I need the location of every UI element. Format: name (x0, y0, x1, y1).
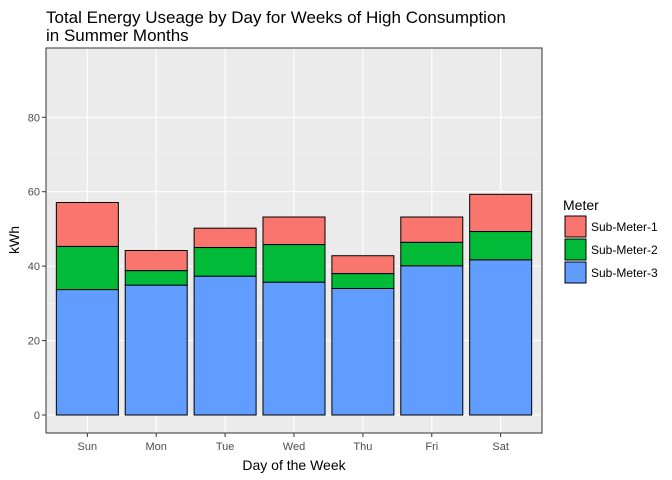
bar-wed-sub-meter-3 (262, 281, 326, 416)
y-axis: 0 20 40 60 80 (28, 112, 46, 422)
y-axis-title: kWh (6, 226, 22, 254)
bar-tue-sub-meter-1 (193, 227, 257, 249)
bar-sun-sub-meter-2 (55, 245, 119, 291)
bar-fri-sub-meter-3 (400, 265, 464, 416)
x-tick-label: Thu (353, 441, 372, 453)
x-tick-label: Sat (492, 441, 509, 453)
bar-wed-sub-meter-1 (262, 216, 326, 246)
bars (55, 193, 533, 416)
bar-sat-sub-meter-2 (469, 231, 533, 261)
bar-sat-sub-meter-3 (469, 259, 533, 416)
legend-label: Sub-Meter-2 (591, 243, 658, 257)
plot-border (45, 47, 543, 434)
bar-wed-sub-meter-2 (262, 244, 326, 283)
legend-label: Sub-Meter-1 (591, 220, 658, 234)
bar-thu-sub-meter-3 (331, 287, 395, 416)
y-tick-label: 40 (28, 261, 40, 273)
bar-thu-sub-meter-1 (331, 255, 395, 275)
legend: Meter Sub-Meter-1 Sub-Meter-2 Sub-Meter-3 (563, 197, 658, 284)
legend-key-sub-meter-2 (564, 238, 587, 261)
bar-mon-sub-meter-1 (124, 250, 188, 272)
chart-title-line-2: in Summer Months (46, 26, 189, 45)
x-tick-label: Fri (425, 441, 438, 453)
x-tick-label: Mon (146, 441, 167, 453)
bar-tue-sub-meter-3 (193, 275, 257, 416)
y-tick-label: 60 (28, 187, 40, 199)
bar-sun-sub-meter-1 (55, 201, 119, 247)
legend-key-sub-meter-3 (564, 261, 587, 284)
legend-label: Sub-Meter-3 (591, 266, 658, 280)
x-tick-label: Tue (216, 441, 235, 453)
y-tick-label: 80 (28, 112, 40, 124)
x-tick-label: Wed (283, 441, 305, 453)
chart-title-line-1: Total Energy Useage by Day for Weeks of … (46, 8, 506, 27)
legend-title: Meter (563, 197, 599, 213)
bar-sun-sub-meter-3 (55, 289, 119, 416)
y-tick-label: 20 (28, 336, 40, 348)
x-tick-label: Sun (78, 441, 98, 453)
x-axis-title: Day of the Week (242, 457, 346, 473)
bar-sat-sub-meter-1 (469, 193, 533, 233)
bar-tue-sub-meter-2 (193, 247, 257, 277)
bar-thu-sub-meter-2 (331, 273, 395, 289)
x-axis: Sun Mon Tue Wed Thu Fri Sat (78, 433, 509, 453)
y-tick-label: 0 (34, 410, 40, 422)
bar-fri-sub-meter-2 (400, 241, 464, 267)
legend-key-sub-meter-1 (564, 215, 587, 238)
bar-mon-sub-meter-3 (124, 284, 188, 416)
bar-mon-sub-meter-2 (124, 270, 188, 286)
bar-fri-sub-meter-1 (400, 216, 464, 243)
